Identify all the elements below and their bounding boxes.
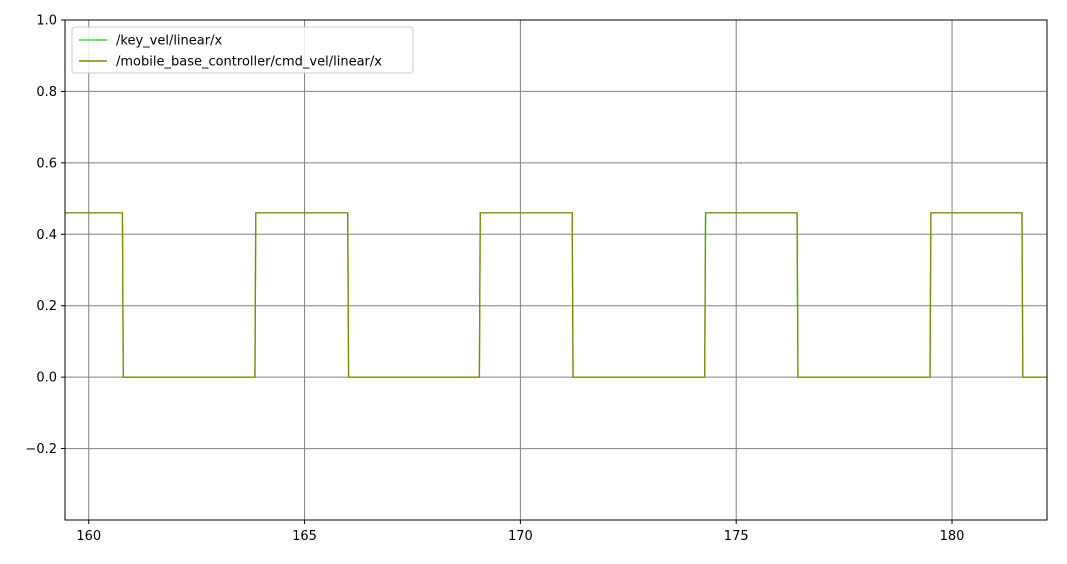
x-tick-label: 180: [940, 529, 965, 544]
series-layer: [65, 212, 1047, 378]
y-axis: −0.2 0.0 0.2 0.4 0.6 0.8 1.0: [25, 14, 65, 457]
legend-label: /key_vel/linear/x: [116, 34, 222, 49]
y-tick-label: 0.2: [36, 299, 57, 314]
x-tick-label: 175: [724, 529, 749, 544]
legend-label: /mobile_base_controller/cmd_vel/linear/x: [116, 55, 382, 70]
x-tick-label: 165: [292, 529, 317, 544]
series-line-1: [65, 212, 1047, 378]
y-tick-label: −0.2: [25, 442, 57, 457]
y-tick-label: 0.8: [36, 85, 57, 100]
y-tick-label: 0.6: [36, 156, 57, 171]
y-tick-label: 0.4: [36, 228, 57, 243]
legend-box: [71, 26, 414, 74]
legend: /key_vel/linear/x/mobile_base_controller…: [71, 26, 414, 74]
x-tick-label: 170: [508, 529, 533, 544]
plot-frame: [64, 19, 1048, 521]
x-tick-label: 160: [76, 529, 101, 544]
x-axis: 160 165 170 175 180: [76, 520, 964, 544]
y-tick-label: 1.0: [36, 14, 57, 29]
y-tick-label: 0.0: [36, 371, 57, 386]
